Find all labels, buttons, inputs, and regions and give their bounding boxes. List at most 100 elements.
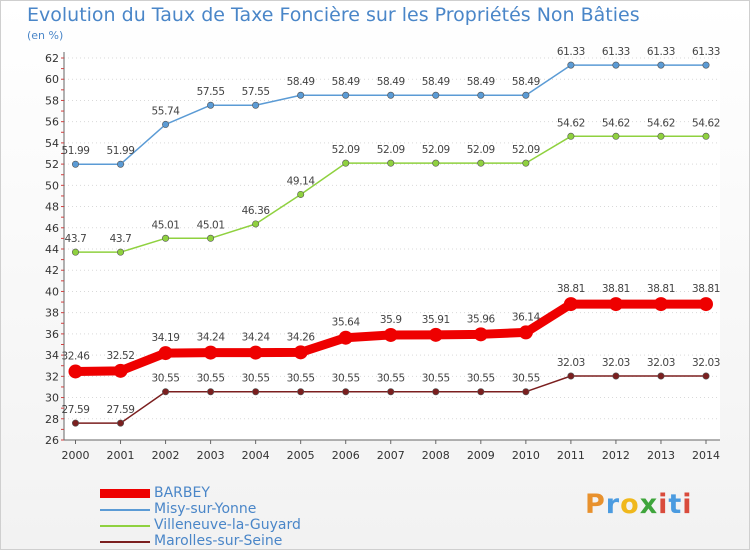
data-label: 38.81 [557, 283, 585, 295]
data-label: 61.33 [692, 46, 720, 58]
y-tick-label: 30 [45, 392, 59, 405]
legend-item-villeneuve: Villeneuve-la-Guyard [100, 517, 360, 534]
data-point [612, 372, 620, 380]
x-tick-label: 2004 [242, 449, 270, 462]
legend-label: Villeneuve-la-Guyard [154, 517, 301, 533]
data-label: 61.33 [602, 46, 630, 58]
data-label: 32.03 [647, 357, 675, 369]
data-point [207, 234, 215, 242]
data-label: 30.55 [377, 373, 405, 385]
legend-label: Marolles-sur-Seine [154, 533, 283, 549]
data-label: 52.09 [467, 144, 495, 156]
data-label: 38.81 [647, 283, 675, 295]
data-point [342, 159, 350, 167]
proxiti-logo: Proxiti [585, 489, 693, 520]
data-label: 43.7 [110, 233, 132, 245]
data-point [522, 91, 530, 99]
data-label: 30.55 [512, 373, 540, 385]
data-point [432, 388, 440, 396]
data-point [657, 132, 665, 140]
data-point [383, 327, 398, 342]
data-point [162, 234, 170, 242]
data-point [702, 61, 710, 69]
data-label: 36.14 [512, 311, 541, 323]
data-point [203, 345, 218, 360]
data-label: 54.62 [692, 117, 720, 129]
data-label: 45.01 [197, 219, 225, 231]
data-label: 30.55 [467, 373, 495, 385]
data-point [72, 160, 80, 168]
data-point [342, 388, 350, 396]
data-label: 30.55 [287, 373, 315, 385]
data-point [117, 419, 125, 427]
y-tick-label: 48 [45, 201, 59, 214]
data-label: 57.55 [197, 86, 225, 98]
data-point [477, 388, 485, 396]
y-tick-label: 54 [45, 137, 59, 150]
data-point [563, 297, 578, 312]
data-point [297, 91, 305, 99]
data-point [608, 297, 623, 312]
legend-swatch-barbey [100, 489, 150, 498]
x-tick-label: 2006 [332, 449, 360, 462]
x-tick-label: 2013 [647, 449, 675, 462]
data-point [612, 132, 620, 140]
y-tick-label: 34 [45, 349, 59, 362]
data-label: 46.36 [242, 205, 271, 217]
y-tick-label: 52 [45, 158, 59, 171]
data-point [477, 159, 485, 167]
data-point [522, 159, 530, 167]
data-point [162, 120, 170, 128]
data-label: 32.03 [692, 357, 720, 369]
data-label: 51.99 [61, 145, 89, 157]
data-point [207, 388, 215, 396]
data-label: 30.55 [332, 373, 360, 385]
y-tick-label: 62 [45, 52, 59, 65]
y-tick-label: 38 [45, 307, 59, 320]
y-tick-label: 58 [45, 94, 59, 107]
data-label: 58.49 [377, 76, 405, 88]
data-point [432, 159, 440, 167]
data-point [657, 372, 665, 380]
data-label: 32.46 [61, 350, 90, 362]
legend-item-misy: Misy-sur-Yonne [100, 501, 360, 518]
y-tick-label: 26 [45, 434, 59, 447]
legend-swatch-marolles [100, 541, 150, 543]
x-tick-label: 2012 [602, 449, 630, 462]
data-label: 34.24 [197, 332, 226, 344]
y-tick-label: 46 [45, 222, 59, 235]
data-label: 58.49 [332, 76, 360, 88]
data-point [567, 132, 575, 140]
data-point [207, 101, 215, 109]
y-tick-label: 44 [45, 243, 59, 256]
data-point [252, 220, 260, 228]
x-tick-label: 2000 [62, 449, 90, 462]
data-point [473, 327, 488, 342]
data-point [297, 190, 305, 198]
data-point [117, 248, 125, 256]
data-point [72, 419, 80, 427]
data-label: 55.74 [152, 105, 181, 117]
data-label: 54.62 [557, 117, 585, 129]
x-tick-label: 2008 [422, 449, 450, 462]
data-point [612, 61, 620, 69]
x-tick-label: 2009 [467, 449, 495, 462]
data-label: 30.55 [197, 373, 225, 385]
data-label: 54.62 [602, 117, 630, 129]
data-label: 27.59 [107, 404, 135, 416]
chart-title: Evolution du Taux de Taxe Foncière sur l… [27, 4, 640, 26]
data-label: 34.24 [242, 332, 271, 344]
legend-swatch-misy [100, 509, 150, 511]
data-point [297, 388, 305, 396]
data-label: 58.49 [422, 76, 450, 88]
data-label: 52.09 [512, 144, 540, 156]
data-point [518, 325, 533, 340]
data-label: 35.9 [380, 314, 402, 326]
data-point [653, 297, 668, 312]
legend-label: Misy-sur-Yonne [154, 501, 257, 517]
data-point [342, 91, 350, 99]
legend-item-marolles: Marolles-sur-Seine [100, 533, 360, 550]
data-point [252, 388, 260, 396]
data-label: 27.59 [61, 404, 89, 416]
data-label: 43.7 [65, 233, 87, 245]
